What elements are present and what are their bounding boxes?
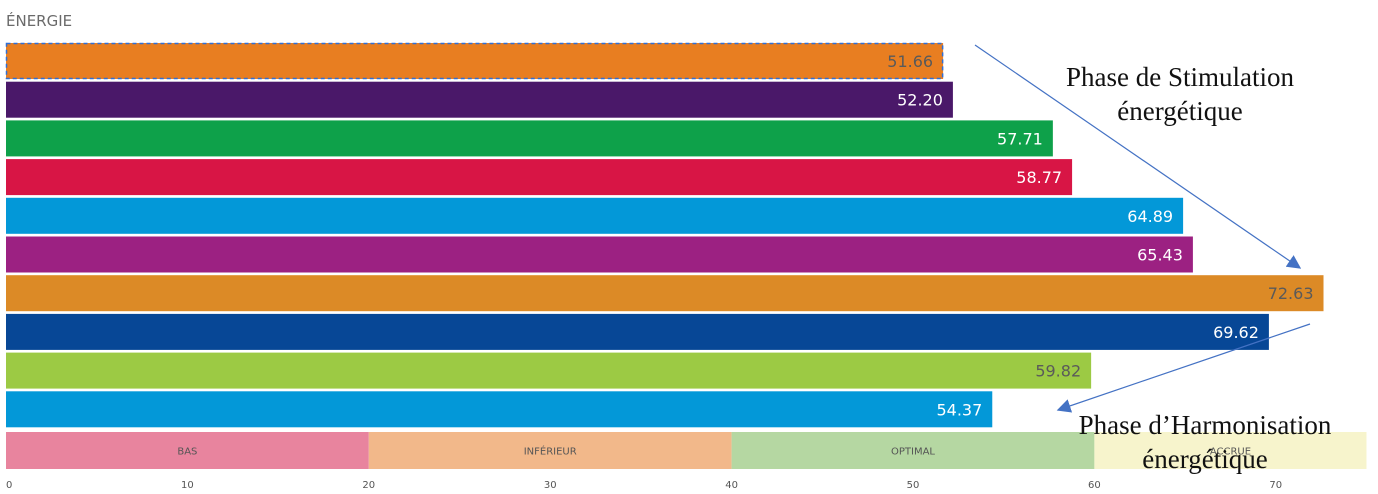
annotation-stimulation-line-1: Phase de Stimulation — [1066, 62, 1294, 92]
zone-label-1: BAS — [177, 447, 197, 458]
bar-4 — [6, 159, 1073, 196]
annotation-stimulation: Phase de Stimulation énergétique — [1010, 60, 1350, 128]
bar-9 — [6, 352, 1092, 389]
bar-value-label-4: 58.77 — [1016, 168, 1062, 187]
x-tick-label-1: 0 — [6, 480, 12, 491]
bar-3 — [6, 120, 1053, 157]
chart-title: ÉNERGIE — [6, 12, 73, 30]
bar-selection-outline — [5, 42, 944, 80]
bar-10 — [6, 391, 993, 428]
zone-label-2: INFÉRIEUR — [524, 445, 577, 458]
x-tick-label-4: 30 — [544, 480, 557, 491]
x-tick-label-3: 20 — [362, 480, 375, 491]
x-tick-label-2: 10 — [181, 480, 194, 491]
x-tick-label-6: 50 — [907, 480, 920, 491]
arrow-stimulation — [974, 44, 1302, 269]
annotation-harmonisation: Phase d’Harmonisation énergétique — [1040, 408, 1370, 476]
zone-label-4: ACCRUE — [1210, 447, 1251, 458]
zone-label-3: OPTIMAL — [891, 447, 935, 458]
bar-value-label-7: 72.63 — [1268, 284, 1314, 303]
zone-4 — [1094, 432, 1367, 469]
arrow-harmonisation — [1056, 323, 1311, 413]
zone-3 — [731, 432, 1095, 469]
annotation-harmonisation-line-2: énergétique — [1142, 444, 1268, 474]
bar-2 — [6, 81, 953, 118]
zone-1 — [6, 432, 369, 469]
bar-1 — [6, 43, 944, 79]
annotation-stimulation-line-2: énergétique — [1117, 96, 1243, 126]
x-tick-label-7: 60 — [1088, 480, 1101, 491]
bar-value-label-8: 69.62 — [1213, 323, 1259, 342]
x-tick-label-8: 70 — [1269, 480, 1282, 491]
bar-6 — [6, 236, 1193, 273]
bar-value-label-2: 52.20 — [897, 91, 943, 110]
bar-value-label-10: 54.37 — [936, 400, 982, 419]
bar-7 — [6, 275, 1324, 312]
bar-5 — [6, 197, 1184, 234]
bar-8 — [6, 313, 1269, 350]
bar-value-label-9: 59.82 — [1035, 362, 1081, 381]
bar-value-label-6: 65.43 — [1137, 246, 1183, 265]
x-tick-label-5: 40 — [725, 480, 738, 491]
zone-2 — [368, 432, 732, 469]
bar-value-label-1: 51.66 — [887, 52, 933, 71]
bar-value-label-5: 64.89 — [1127, 207, 1173, 226]
annotation-harmonisation-line-1: Phase d’Harmonisation — [1078, 410, 1332, 440]
bar-value-label-3: 57.71 — [997, 129, 1043, 148]
